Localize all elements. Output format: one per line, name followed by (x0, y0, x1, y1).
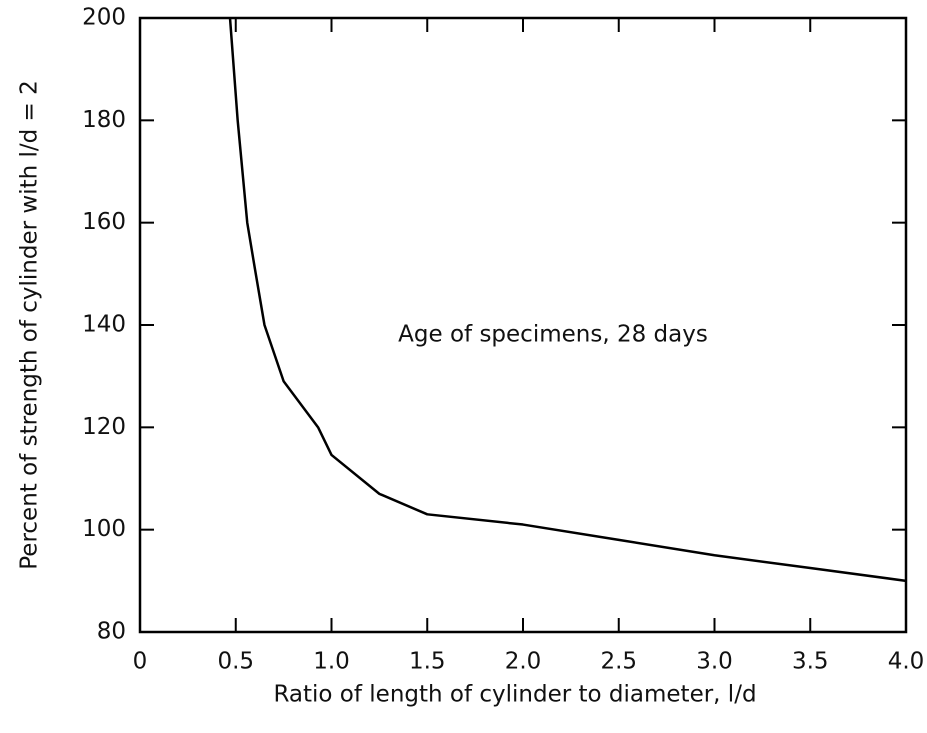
x-tick-label: 1.5 (409, 649, 446, 675)
x-tick-label: 0.5 (217, 649, 254, 675)
data-line (228, 17, 907, 583)
y-tick-label: 200 (82, 5, 126, 31)
x-axis-label: Ratio of length of cylinder to diameter,… (273, 682, 756, 708)
x-tick-label: 3.0 (696, 649, 733, 675)
y-tick-label: 180 (82, 107, 126, 133)
x-tick-label: 3.5 (792, 649, 829, 675)
x-tick-label: 1.0 (313, 649, 350, 675)
y-axis-label: Percent of strength of cylinder with l/d… (17, 80, 43, 570)
x-tick-label: 0 (133, 649, 148, 675)
y-tick-label: 100 (82, 516, 126, 542)
y-tick-label: 80 (97, 619, 126, 645)
y-tick-label: 140 (82, 312, 126, 338)
annotation: Age of specimens, 28 days (398, 322, 708, 348)
y-tick-label: 120 (82, 414, 126, 440)
x-tick-label: 2.0 (505, 649, 542, 675)
x-tick-label: 4.0 (888, 649, 925, 675)
y-tick-label: 160 (82, 209, 126, 235)
x-tick-label: 2.5 (600, 649, 637, 675)
